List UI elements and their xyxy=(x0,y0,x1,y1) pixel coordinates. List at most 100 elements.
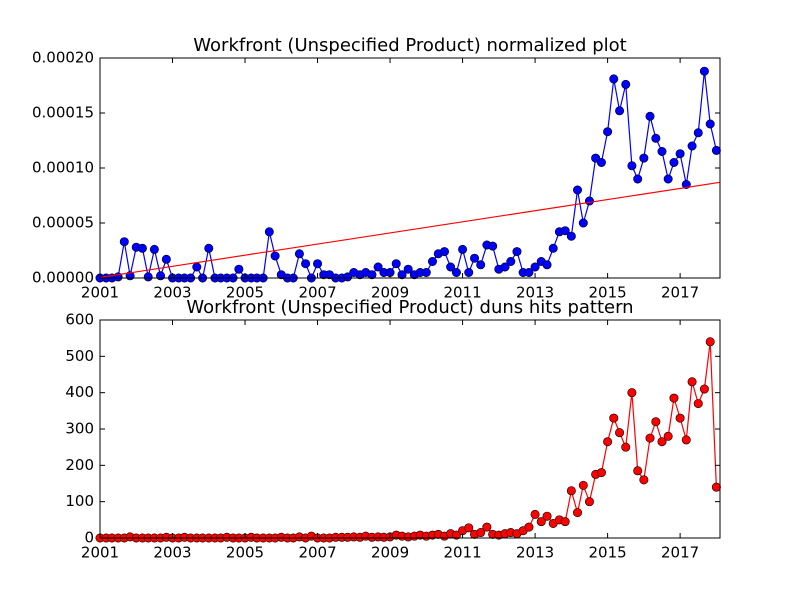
point xyxy=(596,158,606,168)
point xyxy=(403,264,413,274)
point xyxy=(536,517,546,527)
point xyxy=(639,153,649,163)
point xyxy=(137,243,147,253)
point xyxy=(675,149,685,159)
point xyxy=(542,511,552,521)
chart-title: Workfront (Unspecified Product) duns hit… xyxy=(186,297,633,318)
y-tick-label: 0.00020 xyxy=(32,49,94,67)
x-tick-label: 2011 xyxy=(443,544,481,562)
point xyxy=(451,267,461,277)
x-tick-label: 2003 xyxy=(153,544,191,562)
point xyxy=(367,270,377,280)
point xyxy=(343,272,353,282)
point xyxy=(446,262,456,272)
point xyxy=(391,259,401,269)
x-tick-label: 2017 xyxy=(661,544,699,562)
x-tick-label: 2005 xyxy=(226,284,264,302)
point xyxy=(476,528,486,538)
point xyxy=(566,231,576,241)
x-tick-label: 2015 xyxy=(589,284,627,302)
series-line xyxy=(99,181,721,279)
point xyxy=(192,262,202,272)
point xyxy=(687,377,697,387)
point xyxy=(530,509,540,519)
point xyxy=(699,384,709,394)
point xyxy=(603,127,613,137)
point xyxy=(427,256,437,266)
x-tick-label: 2001 xyxy=(81,284,119,302)
chart-title: Workfront (Unspecified Product) normaliz… xyxy=(193,35,626,56)
point xyxy=(560,226,570,236)
x-tick-label: 2005 xyxy=(226,544,264,562)
x-tick-label: 2009 xyxy=(371,284,409,302)
x-tick-label: 2009 xyxy=(371,544,409,562)
point xyxy=(596,468,606,478)
point xyxy=(578,218,588,228)
point xyxy=(609,413,619,423)
y-tick-label: 400 xyxy=(65,383,94,401)
point xyxy=(705,119,715,129)
y-tick-label: 0 xyxy=(84,529,94,547)
point xyxy=(234,264,244,274)
point xyxy=(488,241,498,251)
point xyxy=(621,442,631,452)
point xyxy=(482,522,492,532)
point xyxy=(645,433,655,443)
point xyxy=(615,428,625,438)
point xyxy=(573,185,583,195)
point xyxy=(651,417,661,427)
point xyxy=(143,272,153,282)
y-tick-label: 500 xyxy=(65,347,94,365)
point xyxy=(687,141,697,151)
point xyxy=(506,256,516,266)
point xyxy=(711,145,721,155)
point xyxy=(397,270,407,280)
point xyxy=(621,79,631,89)
point xyxy=(711,482,721,492)
point xyxy=(476,260,486,270)
point xyxy=(627,161,637,171)
point xyxy=(657,437,667,447)
point xyxy=(421,267,431,277)
point xyxy=(161,254,171,264)
x-tick-label: 2003 xyxy=(153,284,191,302)
point xyxy=(573,508,583,518)
point xyxy=(149,244,159,254)
y-tick-label: 600 xyxy=(65,311,94,329)
point xyxy=(156,271,166,281)
point xyxy=(657,147,667,157)
point xyxy=(524,267,534,277)
point xyxy=(627,388,637,398)
y-tick-label: 0.00000 xyxy=(32,269,94,287)
point xyxy=(675,413,685,423)
y-tick-label: 0.00005 xyxy=(32,214,94,232)
point xyxy=(470,253,480,263)
point xyxy=(669,393,679,403)
point xyxy=(542,260,552,270)
point xyxy=(645,111,655,121)
axes-frame xyxy=(99,57,721,279)
point xyxy=(669,158,679,168)
point xyxy=(663,431,673,441)
point xyxy=(119,237,129,247)
point xyxy=(693,399,703,409)
point xyxy=(451,530,461,540)
x-tick-label: 2017 xyxy=(661,284,699,302)
x-tick-label: 2011 xyxy=(443,284,481,302)
point xyxy=(373,262,383,272)
series-line xyxy=(100,341,717,539)
point xyxy=(584,196,594,206)
y-tick-label: 0.00015 xyxy=(32,104,94,122)
point xyxy=(530,262,540,272)
point xyxy=(458,244,468,254)
point xyxy=(548,243,558,253)
point xyxy=(705,337,715,347)
point xyxy=(578,480,588,490)
point xyxy=(500,262,510,272)
point xyxy=(609,74,619,84)
point xyxy=(615,106,625,116)
point xyxy=(603,437,613,447)
point xyxy=(699,66,709,76)
